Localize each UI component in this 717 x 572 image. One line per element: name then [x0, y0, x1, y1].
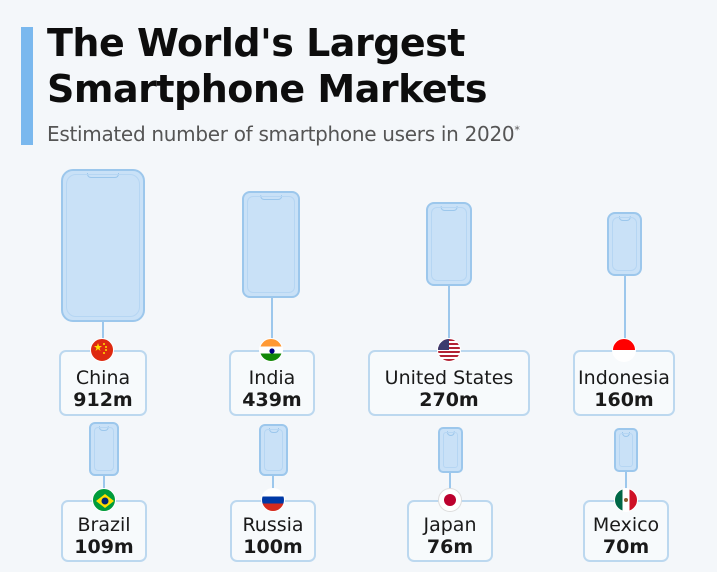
mexico-flag-icon — [614, 488, 638, 512]
phone-icon-united-states — [426, 202, 472, 286]
brazil-flag-icon — [92, 488, 116, 512]
indonesia-flag-icon — [612, 338, 636, 362]
phone-icon-indonesia — [607, 212, 642, 276]
user-count: 76m — [426, 536, 474, 558]
country-name: Indonesia — [578, 367, 670, 389]
japan-flag-icon — [438, 488, 462, 512]
title-accent-bar — [21, 27, 33, 145]
country-name: Mexico — [592, 514, 660, 536]
country-name: Japan — [423, 514, 477, 536]
connector-line — [625, 472, 627, 500]
phone-icon-japan — [438, 427, 463, 473]
country-name: Russia — [242, 514, 304, 536]
footnote-mark: * — [514, 123, 520, 137]
phone-icon-china — [61, 169, 145, 322]
country-name: Brazil — [77, 514, 131, 536]
chart-title: The World's Largest Smartphone Markets — [47, 20, 487, 112]
chart-subtitle: Estimated number of smartphone users in … — [47, 122, 520, 146]
title-line-1: The World's Largest — [47, 21, 465, 65]
user-count: 270m — [419, 389, 479, 411]
market-card-india: India 439m — [229, 350, 315, 416]
country-name: India — [248, 367, 296, 389]
china-flag-icon — [90, 338, 114, 362]
subtitle-text: Estimated number of smartphone users in … — [47, 122, 515, 146]
phone-icon-india — [242, 191, 300, 298]
connector-line — [271, 298, 273, 350]
market-card-indonesia: Indonesia 160m — [573, 350, 675, 416]
country-name: China — [75, 367, 131, 389]
user-count: 109m — [74, 536, 134, 558]
user-count: 160m — [594, 389, 654, 411]
connector-line — [448, 286, 450, 350]
market-card-china: China 912m — [59, 350, 147, 416]
user-count: 912m — [73, 389, 133, 411]
connector-line — [102, 322, 104, 350]
phone-icon-brazil — [89, 422, 119, 476]
phone-icon-mexico — [614, 428, 638, 472]
user-count: 439m — [242, 389, 302, 411]
india-flag-icon — [259, 338, 283, 362]
user-count: 100m — [243, 536, 303, 558]
country-name: United States — [384, 367, 514, 389]
us-flag-icon — [437, 338, 461, 362]
user-count: 70m — [602, 536, 650, 558]
russia-flag-icon — [261, 488, 285, 512]
connector-line — [624, 276, 626, 350]
phone-icon-russia — [259, 424, 288, 476]
title-line-2: Smartphone Markets — [47, 67, 487, 111]
connector-line — [449, 473, 451, 500]
